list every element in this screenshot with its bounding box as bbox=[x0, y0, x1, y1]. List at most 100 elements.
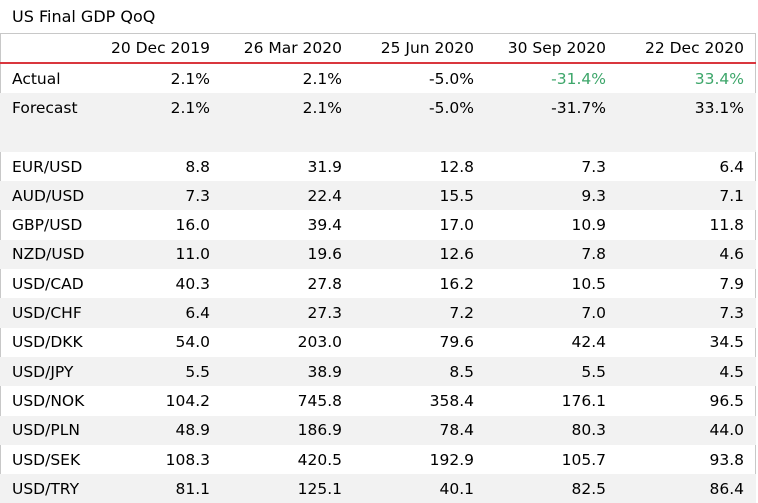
table-cell: 79.6 bbox=[439, 333, 474, 352]
table-cell: 7.3 bbox=[618, 298, 756, 328]
table-cell: 7.3 bbox=[581, 157, 606, 176]
table-cell: 39.4 bbox=[307, 216, 342, 235]
table-cell: 22.4 bbox=[222, 181, 354, 211]
table-cell: 5.5 bbox=[486, 356, 618, 387]
column-header: 20 Dec 2019 bbox=[92, 33, 222, 64]
table-row: EUR/USD 8.8 31.9 12.8 7.3 6.4 bbox=[0, 152, 756, 181]
table-cell: 420.5 bbox=[297, 450, 342, 469]
column-header: 30 Sep 2020 bbox=[486, 33, 618, 64]
column-header: 25 Jun 2020 bbox=[354, 33, 486, 64]
table-cell: 9.3 bbox=[486, 181, 618, 211]
row-label: USD/SEK bbox=[12, 450, 81, 469]
row-label: AUD/USD bbox=[0, 181, 92, 211]
table-row: USD/SEK 108.3 420.5 192.9 105.7 93.8 bbox=[0, 445, 756, 474]
row-label: NZD/USD bbox=[0, 239, 92, 270]
table-cell: 358.4 bbox=[429, 391, 474, 410]
table-cell: 15.5 bbox=[354, 181, 486, 211]
table-cell: 203.0 bbox=[297, 333, 342, 352]
empty-cell bbox=[618, 122, 756, 152]
table-cell: 81.1 bbox=[92, 474, 222, 503]
table-cell: 6.4 bbox=[92, 298, 222, 328]
table-cell: 7.9 bbox=[719, 274, 744, 293]
row-label: GBP/USD bbox=[12, 216, 83, 235]
table-cell: -31.4% bbox=[551, 69, 606, 88]
table-cell: 4.6 bbox=[618, 239, 756, 270]
empty-cell bbox=[92, 122, 222, 152]
empty-cell bbox=[354, 122, 486, 152]
row-label: USD/CHF bbox=[0, 298, 92, 328]
table-row: Actual 2.1% 2.1% -5.0% -31.4% 33.4% bbox=[0, 63, 756, 93]
table-cell: 27.8 bbox=[307, 274, 342, 293]
table-cell: 54.0 bbox=[175, 333, 210, 352]
table-cell: 2.1% bbox=[222, 93, 354, 123]
table-cell: 105.7 bbox=[561, 450, 606, 469]
table-row: USD/CHF 6.4 27.3 7.2 7.0 7.3 bbox=[0, 298, 756, 328]
table-row: GBP/USD 16.0 39.4 17.0 10.9 11.8 bbox=[0, 210, 756, 239]
table-cell: -5.0% bbox=[429, 69, 474, 88]
row-label: USD/DKK bbox=[12, 333, 83, 352]
table-row: USD/CAD 40.3 27.8 16.2 10.5 7.9 bbox=[0, 269, 756, 298]
table-cell: 8.5 bbox=[354, 356, 486, 387]
table-cell: 12.6 bbox=[354, 239, 486, 270]
table-cell: 125.1 bbox=[222, 474, 354, 503]
table-cell: 4.5 bbox=[618, 356, 756, 387]
table-cell: 34.5 bbox=[709, 333, 744, 352]
column-header: 26 Mar 2020 bbox=[222, 33, 354, 64]
spacer-row bbox=[0, 122, 756, 152]
table-cell: 82.5 bbox=[486, 474, 618, 503]
row-label: USD/CAD bbox=[12, 274, 84, 293]
table-cell: 192.9 bbox=[429, 450, 474, 469]
table-row: USD/PLN 48.9 186.9 78.4 80.3 44.0 bbox=[0, 415, 756, 445]
table-cell: 96.5 bbox=[709, 391, 744, 410]
row-label: USD/NOK bbox=[12, 391, 85, 410]
table-cell: 93.8 bbox=[709, 450, 744, 469]
table-cell: 745.8 bbox=[297, 391, 342, 410]
row-label: Forecast bbox=[0, 93, 92, 123]
empty-cell bbox=[0, 122, 92, 152]
gdp-fx-table: 20 Dec 2019 26 Mar 2020 25 Jun 2020 30 S… bbox=[0, 33, 756, 503]
table-cell: 7.1 bbox=[618, 181, 756, 211]
table-cell: 17.0 bbox=[439, 216, 474, 235]
table-cell: 2.1% bbox=[170, 69, 210, 88]
table-cell: 8.8 bbox=[185, 157, 210, 176]
table-body: Actual 2.1% 2.1% -5.0% -31.4% 33.4% Forecast 2.… bbox=[0, 63, 756, 503]
table-row: Forecast 2.1% 2.1% -5.0% -31.7% 33.1% bbox=[0, 93, 756, 123]
row-label: Actual bbox=[12, 69, 61, 88]
table-cell: 7.3 bbox=[92, 181, 222, 211]
table-cell: 7.8 bbox=[486, 239, 618, 270]
table-cell: 7.0 bbox=[486, 298, 618, 328]
table-cell: 48.9 bbox=[92, 415, 222, 445]
table-cell: 33.4% bbox=[694, 69, 744, 88]
table-row: USD/TRY 81.1 125.1 40.1 82.5 86.4 bbox=[0, 474, 756, 503]
table-cell: 27.3 bbox=[222, 298, 354, 328]
table-cell: 86.4 bbox=[618, 474, 756, 503]
table-row: USD/DKK 54.0 203.0 79.6 42.4 34.5 bbox=[0, 328, 756, 357]
header-row: 20 Dec 2019 26 Mar 2020 25 Jun 2020 30 S… bbox=[0, 33, 756, 64]
row-label: USD/TRY bbox=[0, 474, 92, 503]
table-cell: 6.4 bbox=[719, 157, 744, 176]
table-cell: 10.9 bbox=[571, 216, 606, 235]
table-cell: 40.1 bbox=[354, 474, 486, 503]
empty-cell bbox=[222, 122, 354, 152]
empty-cell bbox=[486, 122, 618, 152]
column-header: 22 Dec 2020 bbox=[618, 33, 756, 64]
table-cell: 42.4 bbox=[571, 333, 606, 352]
table-cell: -5.0% bbox=[354, 93, 486, 123]
table-title: US Final GDP QoQ bbox=[12, 7, 156, 26]
row-label: EUR/USD bbox=[12, 157, 83, 176]
table-cell: 38.9 bbox=[222, 356, 354, 387]
table-row: AUD/USD 7.3 22.4 15.5 9.3 7.1 bbox=[0, 181, 756, 211]
table-cell: 78.4 bbox=[354, 415, 486, 445]
table-cell: 80.3 bbox=[486, 415, 618, 445]
table-cell: 40.3 bbox=[175, 274, 210, 293]
table-cell: 31.9 bbox=[307, 157, 342, 176]
table-cell: 2.1% bbox=[302, 69, 342, 88]
table-row: USD/NOK 104.2 745.8 358.4 176.1 96.5 bbox=[0, 386, 756, 415]
table-cell: 186.9 bbox=[222, 415, 354, 445]
table-cell: 44.0 bbox=[618, 415, 756, 445]
row-label: USD/JPY bbox=[0, 356, 92, 387]
table-cell: 16.2 bbox=[439, 274, 474, 293]
table-cell: 12.8 bbox=[439, 157, 474, 176]
table-cell: 16.0 bbox=[175, 216, 210, 235]
table-cell: 11.8 bbox=[709, 216, 744, 235]
